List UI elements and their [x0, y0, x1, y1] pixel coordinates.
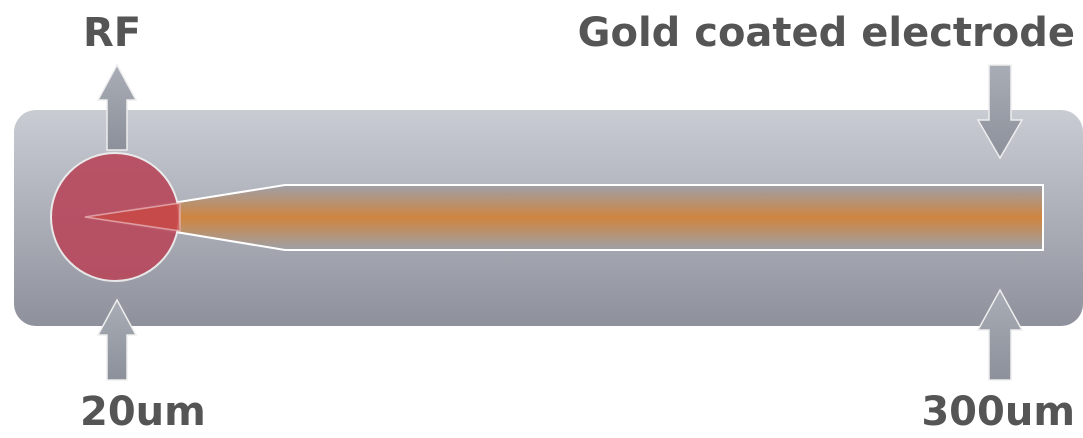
electrode-arrow: [976, 64, 1024, 160]
size-arrow-left: [96, 298, 138, 381]
size-arrow-right: [976, 288, 1024, 381]
electrode-label: Gold coated electrode: [578, 10, 1075, 56]
right-size-label: 300um: [921, 389, 1075, 435]
left-size-label: 20um: [80, 389, 206, 435]
channel: [84, 184, 1044, 251]
rf-arrow: [96, 63, 138, 151]
tip-cone: [84, 202, 181, 232]
rf-label: RF: [83, 10, 141, 56]
